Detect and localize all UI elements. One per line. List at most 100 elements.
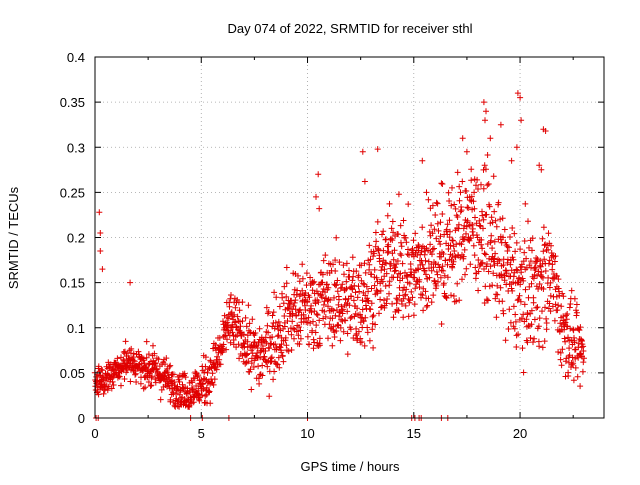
data-point: [485, 268, 492, 275]
data-point: [145, 379, 152, 385]
data-point: [241, 343, 248, 350]
data-point: [567, 325, 574, 332]
data-point: [555, 302, 562, 309]
data-point: [276, 364, 283, 371]
data-point: [386, 200, 393, 207]
data-point: [442, 257, 449, 264]
data-point: [411, 274, 418, 281]
data-point: [543, 320, 550, 326]
data-point: [181, 370, 188, 377]
data-point: [332, 257, 339, 264]
data-point: [552, 253, 559, 260]
data-point: [352, 289, 359, 296]
data-point: [453, 241, 460, 248]
data-point: [502, 337, 509, 344]
data-point: [450, 237, 456, 244]
data-point: [522, 200, 529, 207]
data-point: [210, 381, 217, 388]
data-point: [527, 310, 534, 317]
data-point: [308, 302, 315, 309]
data-point: [390, 256, 397, 263]
data-point: [386, 278, 393, 285]
data-point: [430, 264, 437, 271]
data-point: [451, 298, 458, 305]
data-point: [306, 341, 313, 348]
data-point: [384, 212, 391, 219]
data-point: [182, 374, 189, 381]
data-point: [460, 253, 467, 260]
data-point: [419, 261, 426, 268]
data-point: [308, 309, 315, 316]
data-point: [276, 303, 283, 310]
chart-title: Day 074 of 2022, SRMTID for receiver sth…: [228, 21, 473, 36]
data-point: [319, 294, 325, 301]
data-point: [320, 286, 327, 292]
data-point: [449, 264, 456, 271]
data-point: [338, 307, 345, 314]
data-point: [269, 334, 276, 340]
data-point: [512, 248, 519, 255]
data-point: [374, 288, 381, 295]
data-point: [291, 335, 297, 342]
data-point: [475, 268, 482, 275]
data-point: [236, 307, 243, 314]
data-point: [458, 207, 465, 214]
data-point: [464, 217, 471, 224]
data-point: [410, 237, 417, 244]
data-point: [347, 326, 354, 333]
data-point: [433, 282, 440, 289]
data-point: [431, 245, 437, 252]
data-point: [174, 403, 181, 410]
data-point: [571, 295, 578, 302]
data-point: [278, 341, 285, 348]
x-tick-label: 15: [407, 426, 421, 441]
data-point: [331, 334, 338, 340]
data-point: [367, 256, 374, 263]
data-point: [274, 361, 281, 368]
data-point: [310, 336, 317, 343]
data-point: [395, 231, 402, 238]
data-point: [572, 364, 579, 371]
data-point: [534, 304, 541, 311]
data-point: [288, 331, 295, 338]
data-point: [313, 311, 320, 317]
data-point: [528, 321, 535, 328]
data-point: [446, 198, 453, 204]
data-point: [487, 263, 494, 270]
data-point: [445, 189, 452, 196]
data-point: [133, 379, 140, 385]
data-point: [96, 209, 103, 216]
data-point: [506, 306, 513, 313]
data-point: [369, 313, 376, 320]
data-point: [385, 243, 392, 250]
data-point: [246, 320, 253, 327]
data-point: [323, 281, 330, 288]
data-point: [254, 345, 261, 351]
y-tick-label: 0.2: [67, 231, 85, 246]
y-tick-label: 0.3: [67, 140, 85, 155]
data-point: [528, 307, 535, 314]
data-point: [381, 297, 387, 304]
data-point: [492, 250, 499, 257]
data-point: [518, 269, 525, 276]
data-point: [383, 270, 390, 277]
data-point: [236, 355, 243, 362]
data-point: [386, 290, 392, 297]
data-point: [437, 233, 444, 240]
data-point: [580, 359, 587, 366]
data-point: [332, 282, 339, 289]
data-point: [387, 265, 394, 272]
data-point: [490, 258, 497, 265]
data-point: [99, 367, 106, 374]
data-point: [549, 266, 556, 273]
data-point: [470, 242, 477, 249]
data-point: [562, 338, 569, 345]
data-point: [384, 249, 391, 256]
data-point: [496, 257, 503, 264]
data-point: [275, 354, 282, 361]
data-point: [343, 278, 350, 285]
data-point: [405, 313, 412, 320]
data-point: [135, 361, 142, 368]
data-point: [259, 362, 266, 369]
